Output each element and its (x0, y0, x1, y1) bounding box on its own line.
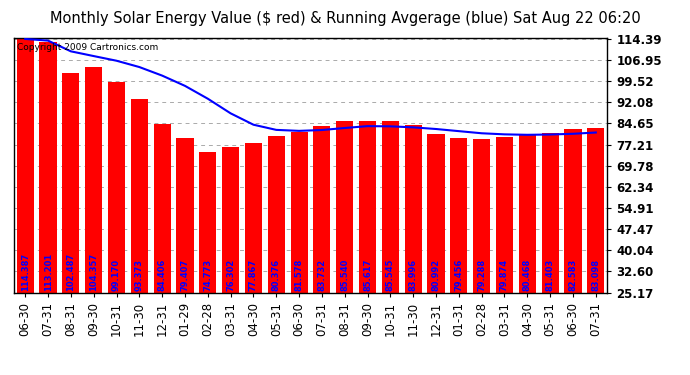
Text: 84.406: 84.406 (157, 259, 167, 291)
Bar (108, 82, 125, 292)
Bar (131, 99, 148, 292)
Text: 102.487: 102.487 (66, 253, 75, 291)
Text: Copyright 2009 Cartronics.com: Copyright 2009 Cartronics.com (17, 43, 158, 52)
Bar (564, 129, 582, 292)
Bar (519, 135, 536, 292)
Bar (313, 126, 331, 292)
Bar (85, 68, 102, 292)
Text: 81.403: 81.403 (546, 259, 555, 291)
Bar (587, 128, 604, 292)
Bar (222, 147, 239, 292)
Text: 76.302: 76.302 (226, 259, 235, 291)
Text: 82.583: 82.583 (569, 259, 578, 291)
Bar (473, 139, 490, 292)
Bar (336, 121, 353, 292)
Text: 85.617: 85.617 (363, 259, 372, 291)
Bar (496, 137, 513, 292)
Text: 80.468: 80.468 (523, 259, 532, 291)
Text: 85.545: 85.545 (386, 259, 395, 291)
Text: 81.578: 81.578 (295, 259, 304, 291)
Text: 79.874: 79.874 (500, 259, 509, 291)
Text: 93.373: 93.373 (135, 259, 144, 291)
Text: 79.456: 79.456 (454, 259, 464, 291)
Text: 80.992: 80.992 (431, 259, 440, 291)
Text: Monthly Solar Energy Value ($ red) & Running Avgerage (blue) Sat Aug 22 06:20: Monthly Solar Energy Value ($ red) & Run… (50, 11, 640, 26)
Bar (359, 121, 376, 292)
Text: 99.170: 99.170 (112, 259, 121, 291)
Bar (17, 39, 34, 292)
Text: 85.540: 85.540 (340, 259, 349, 291)
Text: 74.773: 74.773 (204, 259, 213, 291)
Text: 77.867: 77.867 (249, 259, 258, 291)
Bar (451, 138, 467, 292)
Text: 80.376: 80.376 (272, 259, 281, 291)
Bar (62, 73, 79, 292)
Bar (542, 133, 559, 292)
Text: 83.732: 83.732 (317, 259, 326, 291)
Bar (199, 152, 217, 292)
Text: 113.201: 113.201 (43, 253, 52, 291)
Bar (154, 124, 170, 292)
Text: 104.357: 104.357 (89, 253, 98, 291)
Bar (245, 143, 262, 292)
Bar (268, 136, 285, 292)
Bar (177, 138, 193, 292)
Bar (428, 134, 444, 292)
Text: 79.407: 79.407 (181, 259, 190, 291)
Bar (39, 42, 57, 292)
Text: 79.288: 79.288 (477, 259, 486, 291)
Text: 83.996: 83.996 (408, 259, 417, 291)
Bar (382, 121, 399, 292)
Text: 114.387: 114.387 (21, 253, 30, 291)
Text: 83.098: 83.098 (591, 259, 600, 291)
Bar (404, 125, 422, 292)
Bar (290, 132, 308, 292)
